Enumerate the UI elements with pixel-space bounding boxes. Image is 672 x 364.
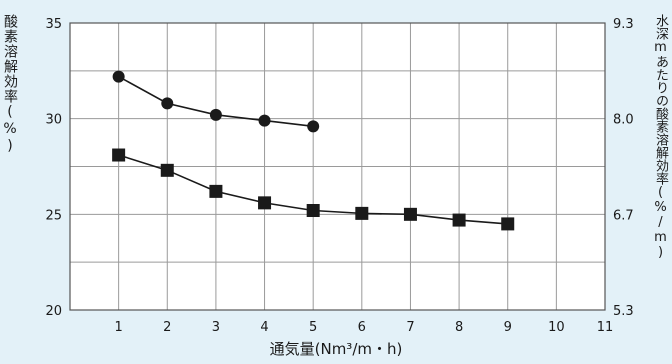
data-point-circle [209,108,222,121]
x-tick-label: 11 [597,320,614,335]
data-point-square [355,206,369,220]
x-tick-label: 4 [260,320,268,335]
y-tick-label-left: 20 [45,304,62,319]
data-point-circle [258,114,271,127]
tick-labels: 1 2 3 4 5 6 7 8 9 10 11 20 25 30 35 5.3 6.7 8.0 9.3 [45,17,633,335]
y-tick-label-left: 30 [45,113,62,128]
data-point-square [209,184,223,198]
data-point-square [452,213,466,227]
x-tick-label: 10 [548,320,565,335]
x-tick-label: 2 [163,320,171,335]
y-tick-label-right: 6.7 [613,208,634,223]
y-axis-label-left: 酸素溶解効率(%) [2,14,18,155]
x-tick-label: 3 [212,320,220,335]
plot-frame [69,22,606,311]
y-tick-label-right: 9.3 [613,17,634,32]
x-tick-label: 7 [406,320,414,335]
data-point-circle [112,70,125,83]
data-point-square [258,196,272,210]
y-tick-label-left: 35 [45,17,62,32]
y-tick-label-left: 25 [45,208,62,223]
data-point-square [160,163,174,177]
y-tick-label-right: 8.0 [613,113,634,128]
x-tick-label: 1 [114,320,122,335]
y-tick-label-right: 5.3 [613,304,634,319]
y-axis-label-right: 水深mあたりの酸素溶解効率(%/m) [653,14,668,260]
x-tick-label: 8 [455,320,463,335]
x-tick-label: 5 [309,320,317,335]
series-markers [112,70,515,231]
data-point-square [403,207,417,221]
x-axis-label: 通気量(Nm³/m・h) [269,340,403,358]
x-tick-label: 9 [504,320,512,335]
data-point-circle [161,97,174,110]
x-tick-label: 6 [358,320,366,335]
data-point-square [112,148,126,162]
data-point-circle [307,120,320,133]
grid [69,22,606,311]
data-point-square [306,204,320,218]
data-point-square [501,217,515,231]
